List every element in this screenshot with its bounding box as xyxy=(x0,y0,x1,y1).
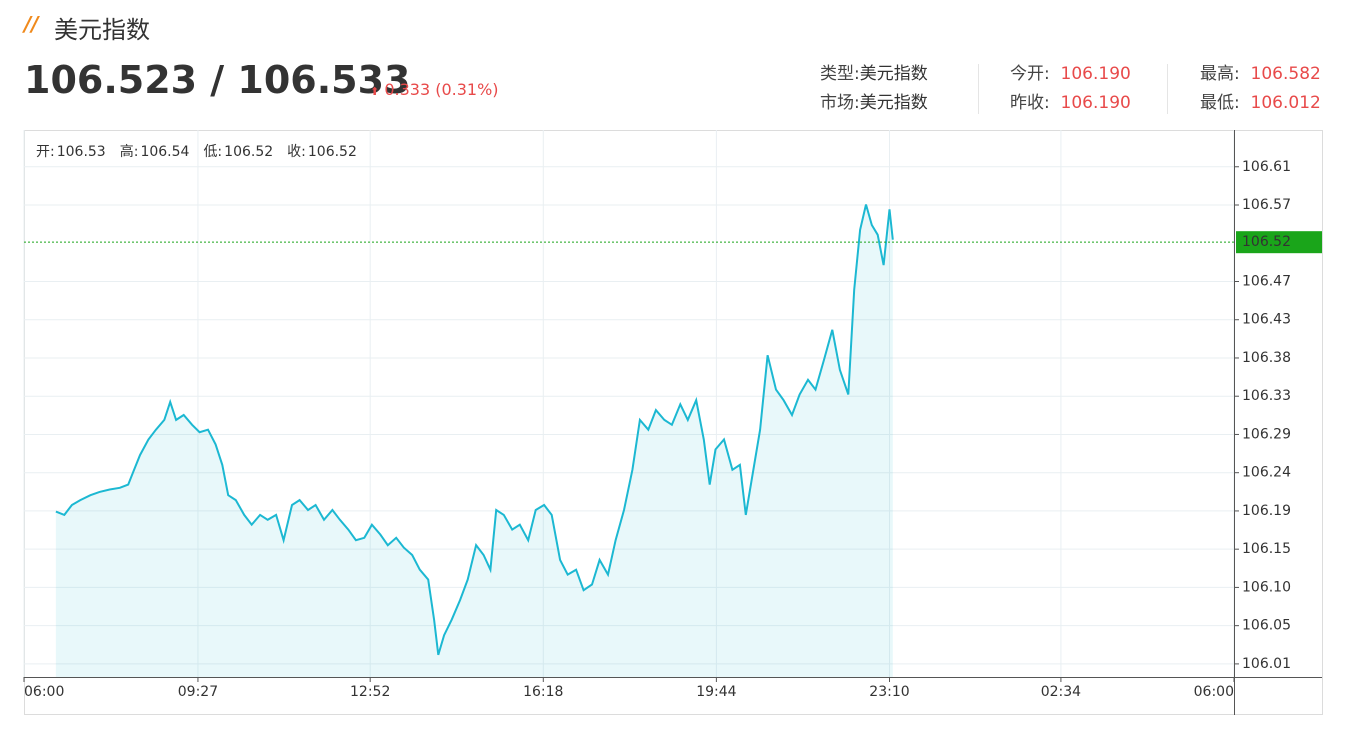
info-col: 最高: 106.582 最低: 106.012 xyxy=(1200,60,1321,118)
ohlc-value: 106.52 xyxy=(224,144,273,160)
info-row: 最高: 106.582 xyxy=(1200,60,1321,89)
ohlc-key: 开: xyxy=(36,144,55,160)
info-key: 类型: xyxy=(820,64,860,84)
x-tick-label: 12:52 xyxy=(350,684,390,700)
y-tick-label: 106.61 xyxy=(1242,159,1291,175)
y-tick-label: 106.43 xyxy=(1242,312,1291,328)
info-value: 美元指数 xyxy=(859,64,928,84)
x-tick-label: 09:27 xyxy=(178,684,218,700)
x-tick-label: 23:10 xyxy=(869,684,909,700)
info-value: 106.190 xyxy=(1060,64,1131,84)
x-tick-label: 02:34 xyxy=(1041,684,1081,700)
separator xyxy=(978,64,979,114)
y-tick-label: 106.15 xyxy=(1242,541,1291,557)
separator xyxy=(1167,64,1168,114)
info-row: 昨收: 106.190 xyxy=(1010,89,1131,118)
info-key: 最高: xyxy=(1200,64,1240,84)
line xyxy=(55,204,894,656)
x-tick-label: 06:00 xyxy=(1194,684,1234,700)
ohlc-key: 收: xyxy=(287,144,306,160)
ohlc-key: 高: xyxy=(120,143,139,160)
reference-box xyxy=(1236,231,1322,254)
info-row: 最低: 106.012 xyxy=(1200,89,1321,118)
y-tick-label: 106.33 xyxy=(1242,388,1291,404)
y-tick-label: 106.24 xyxy=(1242,465,1291,481)
title: 美元指数 xyxy=(54,16,150,44)
info-key: 昨收: xyxy=(1010,93,1050,113)
info-value: 106.190 xyxy=(1060,93,1131,113)
area xyxy=(55,204,893,677)
x-tick-label: 19:44 xyxy=(696,684,736,700)
y-tick-label: 106.47 xyxy=(1242,273,1291,289)
y-tick-label: 106.57 xyxy=(1242,197,1291,213)
y-tick-label: 106.05 xyxy=(1242,618,1291,634)
ohlc-value: 106.53 xyxy=(57,144,106,160)
info-value: 美元指数 xyxy=(859,93,928,113)
logo: // xyxy=(24,12,39,36)
ohlc-value: 106.52 xyxy=(308,144,357,160)
info-key: 市场: xyxy=(820,93,860,113)
y-tick-label: 106.38 xyxy=(1242,350,1291,366)
info-value: 106.012 xyxy=(1250,93,1321,113)
ohlc-value: 106.54 xyxy=(140,144,189,160)
y-tick-label: 106.01 xyxy=(1242,656,1291,672)
y-tick-label: 106.19 xyxy=(1242,503,1291,519)
info-col: 类型:美元指数 市场:美元指数 xyxy=(820,60,928,118)
up-arrow: ⬆ xyxy=(370,85,380,98)
x-tick-label: 06:00 xyxy=(24,684,64,700)
x-tick-label: 16:18 xyxy=(523,684,563,700)
change: ⬆ 0.333 (0.31%) xyxy=(370,80,499,99)
info-key: 最低: xyxy=(1200,93,1240,113)
reference-label: 106.52 xyxy=(1242,234,1291,250)
info-row: 类型:美元指数 xyxy=(820,60,928,89)
ohlc-key: 低: xyxy=(203,144,222,160)
info-value: 106.582 xyxy=(1250,64,1321,84)
info-row: 今开: 106.190 xyxy=(1010,60,1131,89)
info-row: 市场:美元指数 xyxy=(820,89,928,118)
y-tick-label: 106.10 xyxy=(1242,579,1291,595)
info-key: 今开: xyxy=(1010,64,1050,84)
info-col: 今开: 106.190 昨收: 106.190 xyxy=(1010,60,1131,118)
change-value: 0.333 (0.31%) xyxy=(384,80,499,99)
price: 106.523 / 106.533 xyxy=(24,58,411,102)
y-tick-label: 106.29 xyxy=(1242,426,1291,442)
